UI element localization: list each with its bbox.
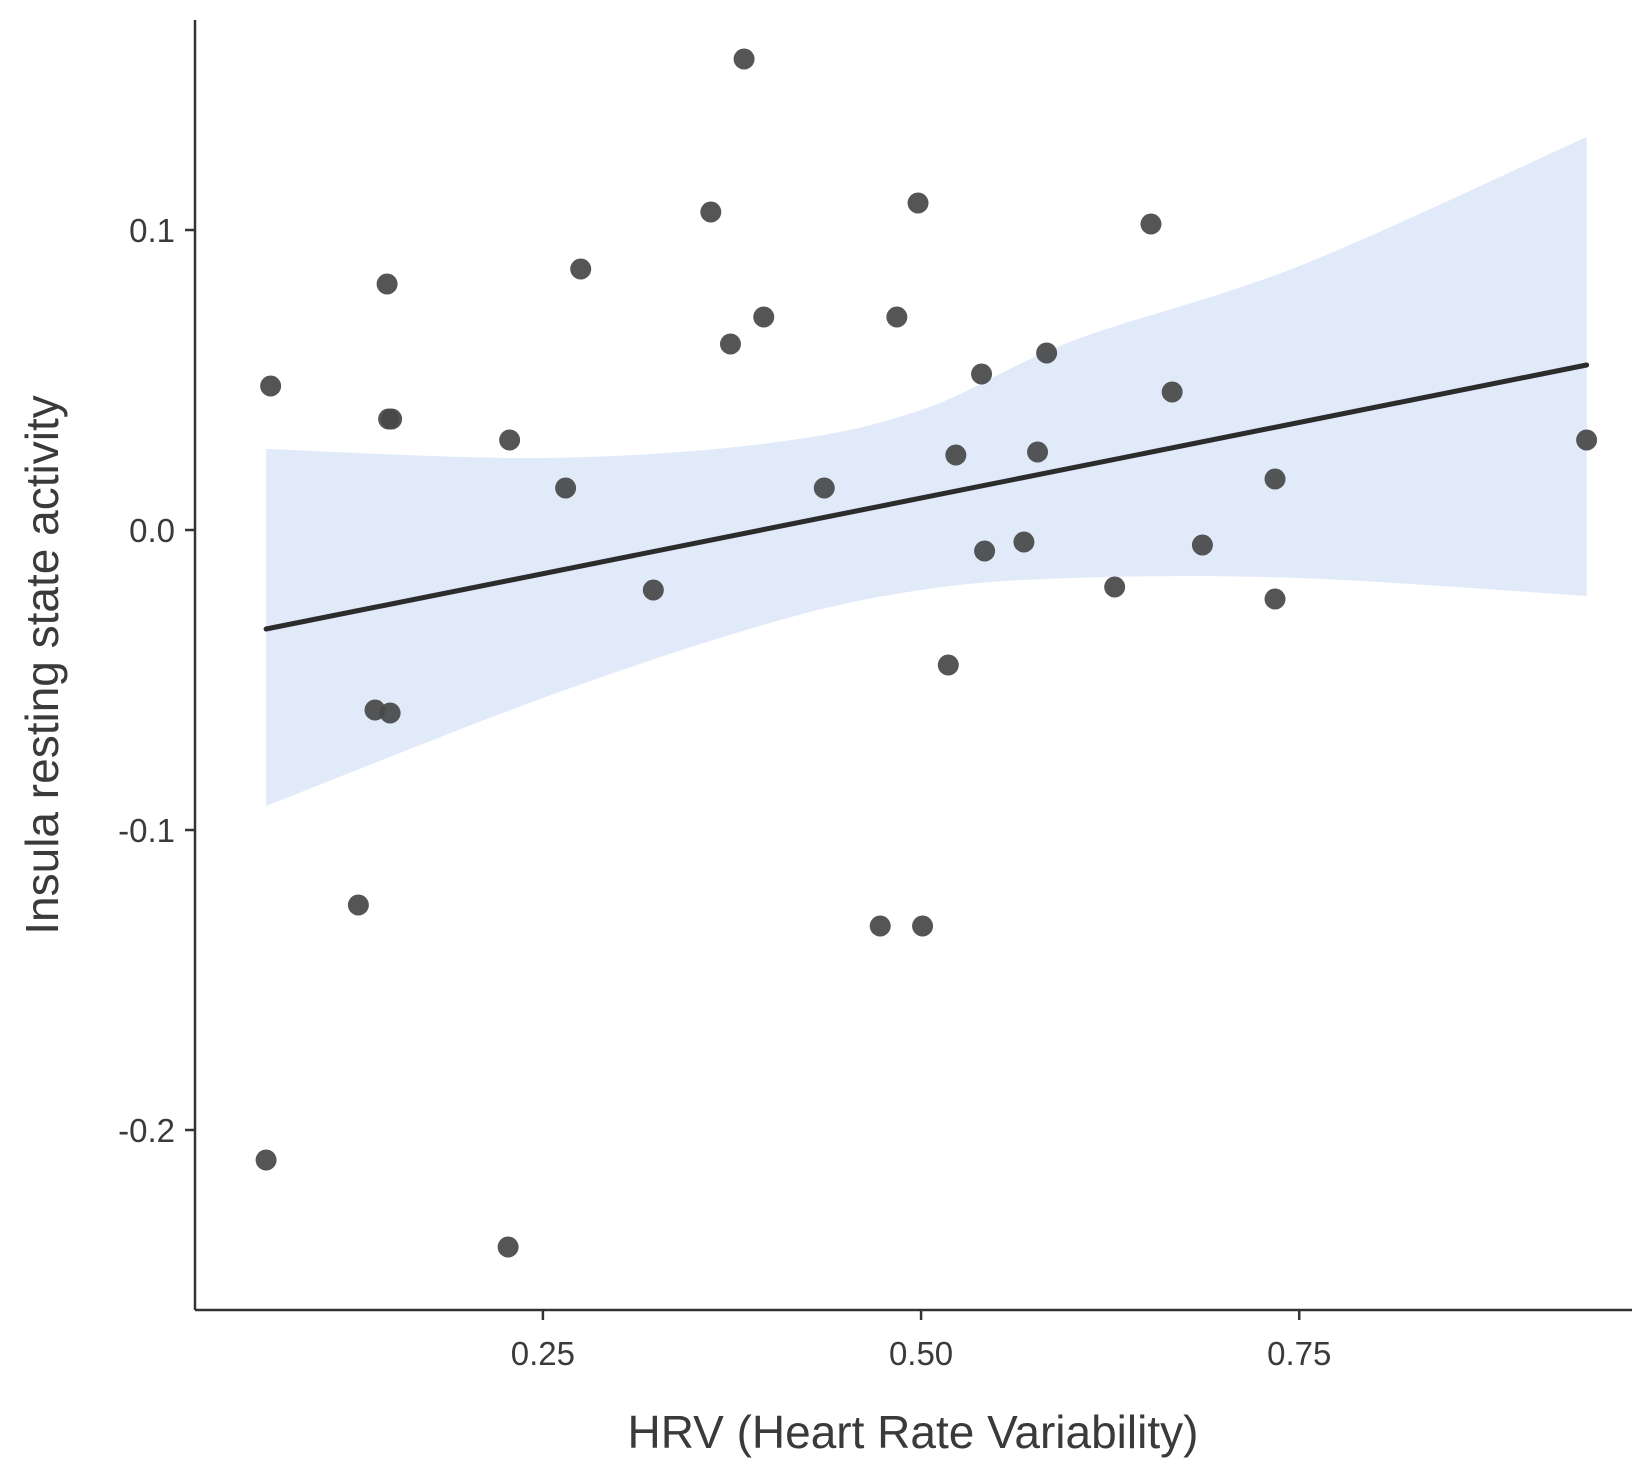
data-point — [907, 192, 929, 214]
data-point — [499, 429, 521, 451]
data-point — [1264, 588, 1286, 610]
y-tick-label: 0.1 — [129, 212, 175, 249]
data-point — [497, 1236, 519, 1258]
data-point — [912, 915, 934, 937]
data-point — [869, 915, 891, 937]
data-point — [1191, 534, 1213, 556]
axes-layer — [193, 20, 1632, 1312]
data-point — [347, 894, 369, 916]
data-point — [376, 273, 398, 295]
regression-line — [263, 362, 1590, 632]
data-point — [642, 579, 664, 601]
data-point — [733, 48, 755, 70]
regression-line-layer — [263, 362, 1590, 632]
confidence-band — [266, 137, 1587, 806]
data-point — [1013, 531, 1035, 553]
data-point — [886, 306, 908, 328]
data-point — [700, 201, 722, 223]
x-tick-label: 0.75 — [1267, 1335, 1331, 1372]
data-point — [255, 1149, 277, 1171]
data-point — [570, 258, 592, 280]
data-point — [719, 333, 741, 355]
data-point — [937, 654, 959, 676]
data-point — [260, 375, 282, 397]
data-point — [945, 444, 967, 466]
confidence-band-layer — [266, 137, 1587, 806]
data-point — [1576, 429, 1598, 451]
y-tick-label: 0.0 — [129, 512, 175, 549]
data-point — [753, 306, 775, 328]
data-point — [1140, 213, 1162, 235]
x-axis-title: HRV (Heart Rate Variability) — [628, 1406, 1199, 1458]
data-point — [974, 540, 996, 562]
data-point — [381, 408, 403, 430]
ticks-layer: 0.25 0.50 0.75 0.1 0.0 -0.1 -0.2 — [118, 212, 1331, 1372]
x-tick-label: 0.50 — [889, 1335, 953, 1372]
data-point — [1264, 468, 1286, 490]
data-point — [813, 477, 835, 499]
y-tick-label: -0.2 — [118, 1112, 175, 1149]
data-point — [1027, 441, 1049, 463]
data-point — [1161, 381, 1183, 403]
data-points-layer — [255, 48, 1598, 1258]
data-point — [971, 363, 993, 385]
y-axis-title: Insula resting state activity — [16, 395, 68, 934]
data-point — [555, 477, 577, 499]
x-tick-label: 0.25 — [511, 1335, 575, 1372]
data-point — [379, 702, 401, 724]
y-tick-label: -0.1 — [118, 812, 175, 849]
data-point — [1104, 576, 1126, 598]
data-point — [1036, 342, 1058, 364]
